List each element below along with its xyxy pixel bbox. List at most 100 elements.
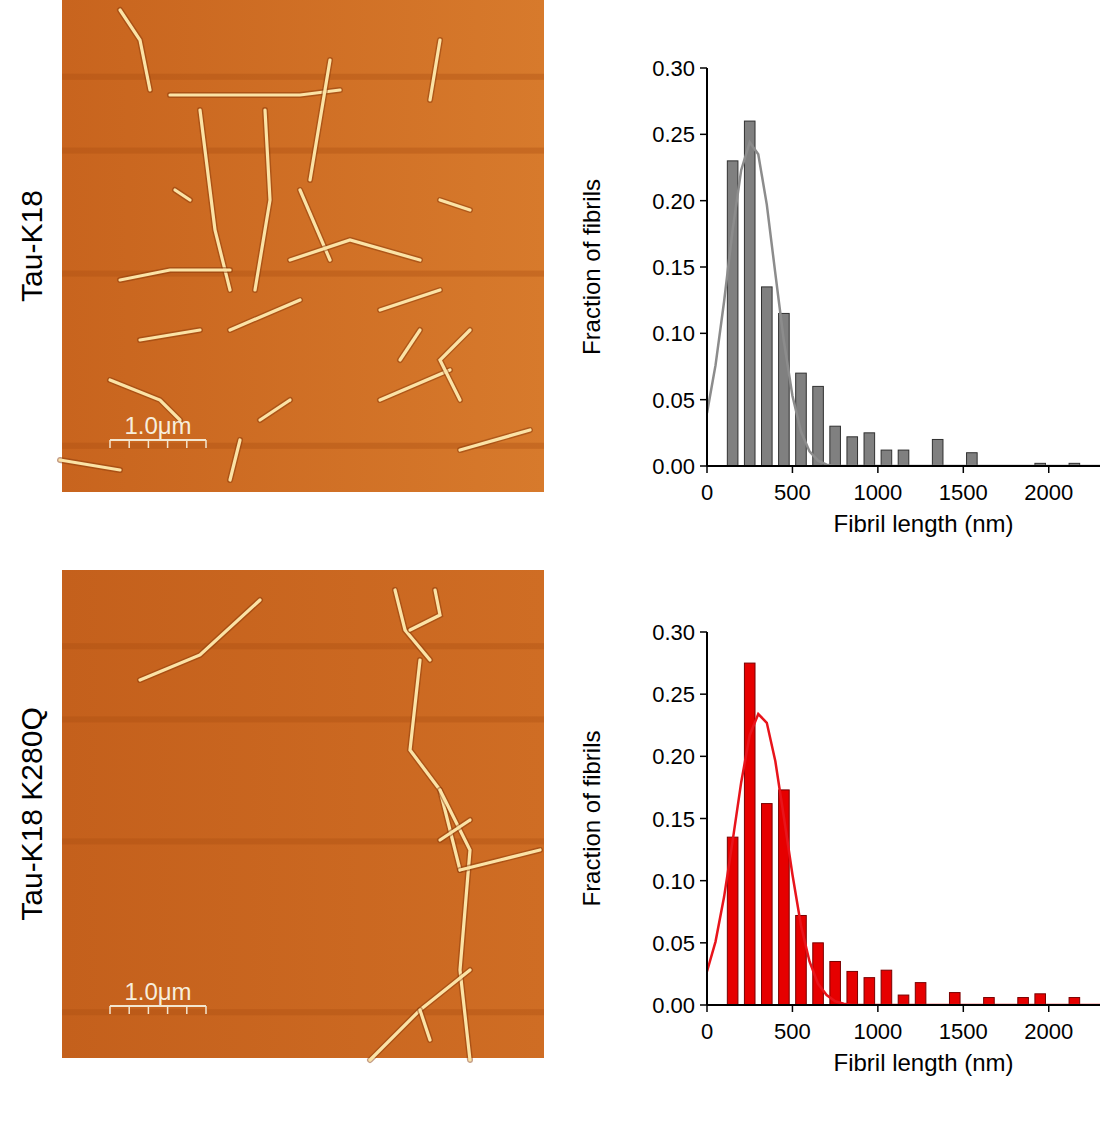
scale-bar-tick bbox=[128, 1006, 130, 1014]
histogram-bar bbox=[881, 970, 892, 1005]
scale-bar-tick bbox=[109, 1006, 111, 1014]
fibril bbox=[410, 590, 440, 630]
fit-curve bbox=[707, 142, 1100, 466]
x-tick-label: 1500 bbox=[939, 1019, 988, 1044]
fibril bbox=[310, 60, 330, 180]
scale-bar-tick bbox=[128, 440, 130, 448]
x-tick bbox=[792, 1005, 794, 1012]
y-tick bbox=[700, 465, 707, 467]
scale-bar bbox=[110, 1005, 206, 1007]
fibril-shadow bbox=[460, 850, 540, 870]
y-tick bbox=[700, 134, 707, 136]
fibril-shadow bbox=[175, 190, 190, 200]
x-tick-label: 500 bbox=[774, 480, 811, 505]
plot-area bbox=[707, 121, 1100, 466]
fibril-shadow bbox=[430, 40, 440, 100]
fibril-shadow bbox=[440, 200, 470, 210]
y-tick-label: 0.20 bbox=[652, 744, 695, 769]
fibril-shadow bbox=[410, 660, 460, 870]
histogram-bar bbox=[864, 433, 875, 466]
x-tick bbox=[1048, 1005, 1050, 1012]
scale-bar-label: 1.0μm bbox=[124, 978, 191, 1005]
x-tick bbox=[877, 466, 879, 473]
y-tick-label: 0.00 bbox=[652, 993, 695, 1018]
histogram-bar bbox=[762, 287, 773, 466]
fibril-shadow bbox=[260, 400, 290, 420]
fibril-shadow bbox=[410, 590, 440, 630]
figure: Tau-K181.0μm0.000.050.100.150.200.250.30… bbox=[0, 0, 1104, 1130]
scale-bar-tick bbox=[167, 440, 169, 448]
plot-area bbox=[707, 663, 1100, 1005]
fibril-shadow bbox=[120, 270, 230, 280]
scan-line bbox=[62, 838, 544, 844]
x-axis-title: Fibril length (nm) bbox=[833, 1049, 1013, 1076]
fibril bbox=[60, 460, 120, 470]
fibril-shadow bbox=[440, 330, 470, 400]
fibril bbox=[430, 40, 440, 100]
histogram-bar bbox=[915, 983, 926, 1005]
x-tick bbox=[706, 1005, 708, 1012]
y-axis-title: Fraction of fibrils bbox=[578, 179, 605, 355]
fibril bbox=[440, 200, 470, 210]
x-axis bbox=[707, 465, 1100, 467]
fibril bbox=[255, 110, 270, 290]
y-tick bbox=[700, 693, 707, 695]
fibril-shadow bbox=[310, 60, 330, 180]
x-tick bbox=[1048, 466, 1050, 473]
y-tick-label: 0.10 bbox=[652, 869, 695, 894]
histogram-bar bbox=[898, 450, 909, 466]
fibril bbox=[370, 970, 470, 1060]
fibril bbox=[175, 190, 190, 200]
fibril bbox=[440, 820, 470, 840]
fibril bbox=[170, 90, 340, 95]
x-tick-label: 1000 bbox=[853, 480, 902, 505]
y-tick bbox=[700, 67, 707, 69]
histogram-bar bbox=[847, 971, 858, 1005]
fibril bbox=[200, 110, 230, 290]
fibril-shadow bbox=[200, 110, 230, 290]
fit-curve bbox=[707, 714, 1100, 1005]
scale-bar-tick bbox=[167, 1006, 169, 1014]
scale-bar-tick bbox=[148, 1006, 150, 1014]
scale-bar-tick bbox=[186, 1006, 188, 1014]
fibril bbox=[410, 660, 460, 870]
afm-background bbox=[62, 570, 544, 1058]
y-tick bbox=[700, 756, 707, 758]
fibril bbox=[140, 330, 200, 340]
histogram-bar bbox=[949, 993, 960, 1005]
fibril bbox=[290, 240, 420, 260]
fibril bbox=[230, 300, 300, 330]
x-tick bbox=[877, 1005, 879, 1012]
scale-bar-tick bbox=[205, 1006, 207, 1014]
scan-line bbox=[62, 148, 544, 154]
y-tick bbox=[700, 631, 707, 633]
y-tick bbox=[700, 399, 707, 401]
x-tick-label: 1500 bbox=[939, 480, 988, 505]
y-tick bbox=[700, 942, 707, 944]
fibril-shadow bbox=[440, 820, 470, 840]
fibril-shadow bbox=[370, 970, 470, 1060]
y-tick bbox=[700, 818, 707, 820]
fibril-shadow bbox=[170, 90, 340, 95]
row-label: Tau-K18 K280Q bbox=[15, 707, 48, 920]
histogram-bar bbox=[1035, 994, 1046, 1005]
fibril bbox=[380, 290, 440, 310]
scale-bar-label: 1.0μm bbox=[124, 412, 191, 439]
scale-bar-tick bbox=[109, 440, 111, 448]
scan-line bbox=[62, 74, 544, 80]
y-tick bbox=[700, 266, 707, 268]
y-tick-label: 0.25 bbox=[652, 122, 695, 147]
x-tick bbox=[963, 1005, 965, 1012]
scale-bar-tick bbox=[148, 440, 150, 448]
histogram-bar bbox=[881, 450, 892, 466]
fibril bbox=[380, 370, 450, 400]
x-axis-title: Fibril length (nm) bbox=[833, 510, 1013, 537]
scan-line bbox=[62, 1009, 544, 1015]
fibril-shadow bbox=[460, 430, 530, 450]
histogram-bar bbox=[744, 121, 755, 466]
x-tick-label: 1000 bbox=[853, 1019, 902, 1044]
fibril-shadow bbox=[120, 10, 150, 90]
x-tick-label: 0 bbox=[701, 480, 713, 505]
fibril-shadow bbox=[60, 460, 120, 470]
fibril bbox=[260, 400, 290, 420]
